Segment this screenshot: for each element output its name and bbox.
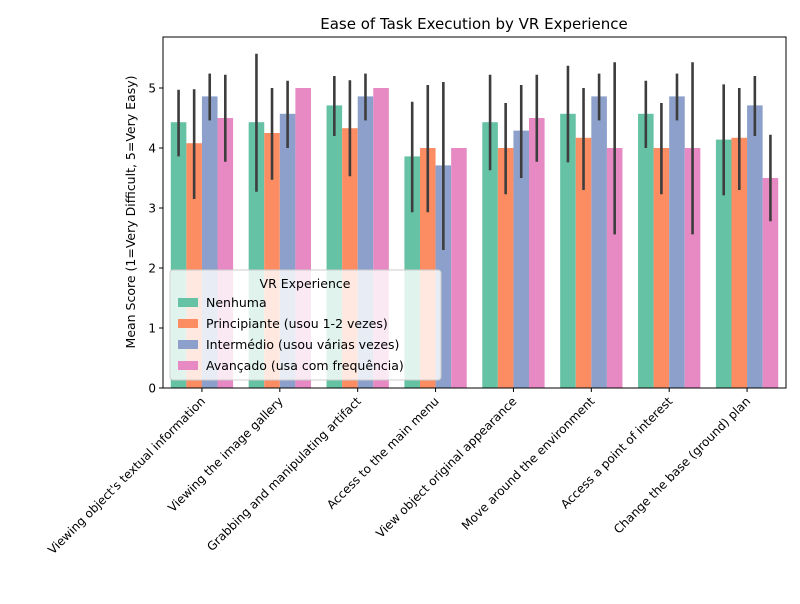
bar (560, 113, 576, 389)
y-axis-label: Mean Score (1=Very Difficult, 5=Very Eas… (123, 76, 138, 349)
legend-title: VR Experience (260, 276, 351, 291)
y-tick-label: 2 (148, 262, 156, 276)
chart-title: Ease of Task Execution by VR Experience (320, 15, 628, 33)
legend-swatch (178, 361, 198, 370)
legend-label: Principiante (usou 1-2 vezes) (206, 316, 388, 331)
legend-label: Intermédio (usou várias vezes) (206, 337, 399, 352)
y-tick-label: 1 (148, 322, 156, 336)
legend-swatch (178, 340, 198, 349)
legend-label: Nenhuma (206, 295, 267, 310)
bar (529, 118, 545, 388)
bar (451, 148, 467, 388)
bar (731, 137, 748, 388)
bar (762, 178, 779, 388)
bar (715, 139, 732, 388)
bar (513, 130, 530, 388)
legend-swatch (178, 298, 198, 307)
y-tick-label: 5 (148, 82, 156, 96)
y-tick-label: 4 (148, 142, 156, 156)
bar (482, 122, 498, 388)
legend-entries: Nenhuma Principiante (usou 1-2 vezes) Inte… (178, 295, 404, 373)
bar (606, 148, 623, 388)
bar (575, 137, 592, 388)
legend: VR Experience Nenhuma Principiante (usou … (169, 269, 442, 381)
bar (747, 105, 763, 389)
bar (669, 96, 685, 389)
y-tick-label: 3 (148, 202, 156, 216)
y-tick-label: 0 (148, 382, 156, 396)
bar (591, 96, 607, 389)
legend-label: Avançado (usa com frequência) (206, 358, 404, 373)
plot-frame (162, 36, 787, 389)
bar (497, 148, 514, 388)
legend-frame (169, 269, 442, 381)
legend-swatch (178, 319, 198, 328)
bar (638, 113, 654, 389)
bar (653, 148, 670, 388)
bar (684, 148, 701, 388)
